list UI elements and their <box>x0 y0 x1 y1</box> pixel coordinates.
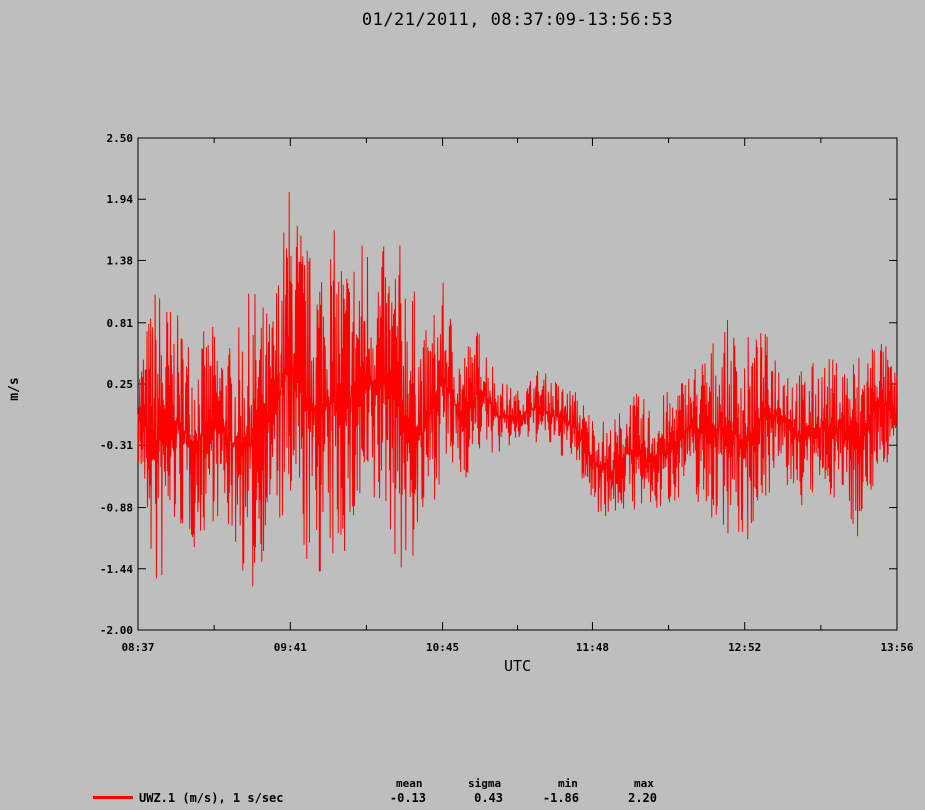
x-tick-label: 13:56 <box>880 641 913 654</box>
stats-header-mean: mean <box>396 777 423 790</box>
legend-swatch <box>93 796 133 799</box>
legend-label: UWZ.1 (m/s), 1 s/sec <box>139 791 284 805</box>
stats-header-max: max <box>634 777 654 790</box>
stats-header-min: min <box>558 777 578 790</box>
x-tick-label: 12:52 <box>728 641 761 654</box>
y-tick-label: -0.88 <box>100 502 133 515</box>
series-trace <box>137 192 898 587</box>
chart-title: 01/21/2011, 08:37:09-13:56:53 <box>361 10 674 30</box>
x-tick-label: 08:37 <box>121 641 154 654</box>
y-tick-label: 1.94 <box>107 193 134 206</box>
y-tick-label: 1.38 <box>107 254 134 267</box>
x-tick-label: 10:45 <box>426 641 459 654</box>
stats-value-max: 2.20 <box>628 791 657 805</box>
x-tick-label: 09:41 <box>274 641 307 654</box>
y-tick-label: 0.25 <box>107 378 134 391</box>
stats-value-sigma: 0.43 <box>474 791 503 805</box>
plot-frame <box>137 137 898 631</box>
stats-value-mean: -0.13 <box>389 791 426 805</box>
y-tick-label: -0.31 <box>100 439 133 452</box>
y-tick-label: 0.81 <box>107 317 134 330</box>
y-tick-label: 2.50 <box>107 132 134 145</box>
x-axis-label: UTC <box>504 657 531 675</box>
x-tick-label: 11:48 <box>576 641 609 654</box>
y-tick-label: -1.44 <box>100 563 133 576</box>
stats-value-min: -1.86 <box>542 791 579 805</box>
stats-header-sigma: sigma <box>468 777 502 790</box>
y-tick-label: -2.00 <box>100 624 133 637</box>
